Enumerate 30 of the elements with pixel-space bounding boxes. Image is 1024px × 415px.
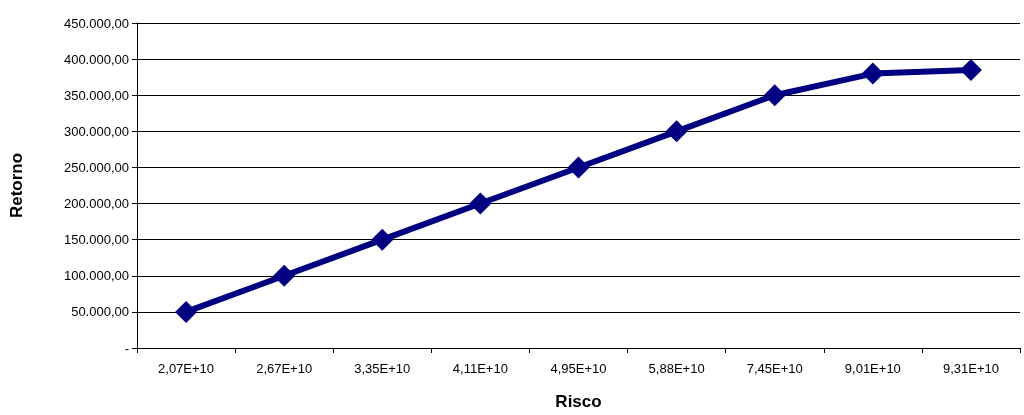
point — [567, 156, 590, 179]
point — [861, 62, 884, 85]
y-tick-label: 400.000,00 — [63, 51, 129, 67]
y-tick-label: 150.000,00 — [63, 232, 129, 248]
x-tick-label: 4,95E+10 — [550, 361, 607, 376]
x-tick-label: 3,35E+10 — [354, 361, 411, 376]
x-tick-label: 4,11E+10 — [452, 361, 508, 376]
y-axis-title: Retorno — [7, 152, 26, 219]
point — [175, 300, 198, 323]
y-tick-label: 250.000,00 — [63, 159, 129, 175]
x-tick-label: 9,01E+10 — [844, 361, 901, 376]
x-tick-label: 5,88E+10 — [648, 361, 705, 376]
y-tick-label: - — [124, 340, 129, 356]
point — [371, 228, 394, 251]
y-tick-label: 450.000,00 — [63, 15, 129, 31]
y-tick-label: 300.000,00 — [63, 123, 129, 139]
y-tick-label: 350.000,00 — [63, 87, 129, 103]
point — [469, 192, 492, 215]
x-tick-label: 9,31E+10 — [942, 361, 999, 376]
point — [763, 84, 786, 107]
x-tick-label: 7,45E+10 — [746, 361, 803, 376]
x-tick-label: 2,67E+10 — [256, 361, 313, 376]
y-tick-label: 50.000,00 — [71, 304, 129, 320]
x-tick-label: 2,07E+10 — [158, 361, 215, 376]
y-tick-label: 200.000,00 — [63, 196, 129, 212]
point — [273, 264, 296, 287]
x-axis-title: Risco — [555, 392, 602, 411]
point — [665, 120, 688, 143]
y-tick-label: 100.000,00 — [63, 268, 129, 284]
point — [959, 58, 982, 81]
